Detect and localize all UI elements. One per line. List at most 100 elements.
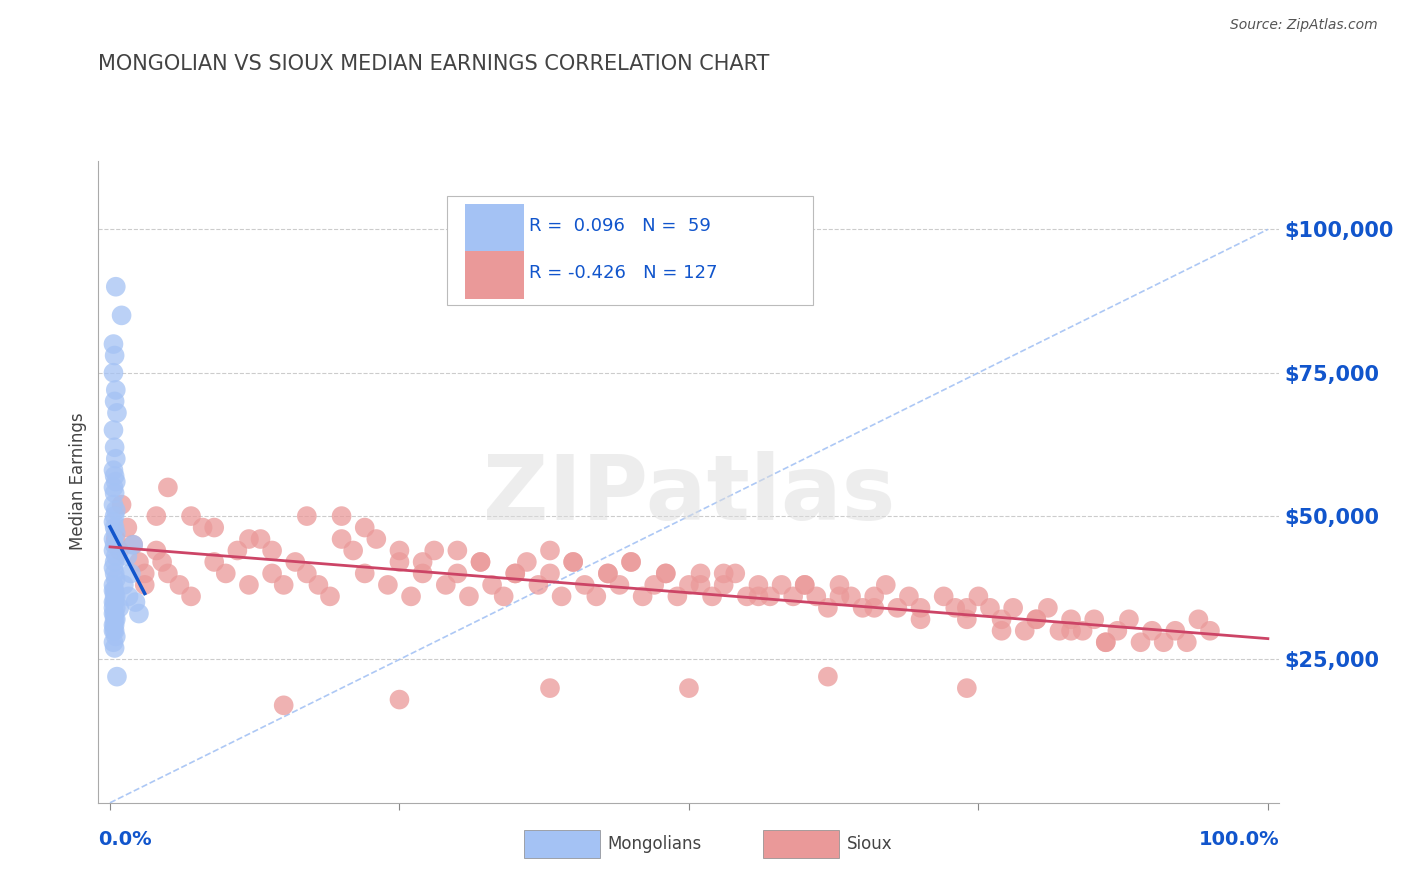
Point [273,578,295,592]
Text: MONGOLIAN VS SIOUX MEDIAN EARNINGS CORRELATION CHART: MONGOLIAN VS SIOUX MEDIAN EARNINGS CORRE… [98,54,770,73]
Point [295,566,318,581]
Point [689,578,711,592]
Point [145,543,167,558]
Point [574,578,596,592]
Text: ZIPatlas: ZIPatlas [482,450,896,539]
Point [503,566,526,581]
FancyBboxPatch shape [464,251,523,299]
Point [134,578,156,592]
Point [562,555,585,569]
Point [103,480,125,494]
Point [470,555,492,569]
Point [134,566,156,581]
Point [319,590,342,604]
Point [104,279,127,293]
Point [666,590,689,604]
Point [1107,624,1129,638]
Point [117,520,139,534]
Point [1175,635,1198,649]
Point [112,578,135,592]
Point [169,578,191,592]
Point [412,566,434,581]
Point [1025,612,1047,626]
Point [458,590,481,604]
Point [678,578,700,592]
Point [910,600,932,615]
Point [527,578,550,592]
Point [330,509,353,524]
Point [122,538,145,552]
Point [631,590,654,604]
Point [156,566,179,581]
Point [104,566,127,581]
Point [103,543,125,558]
Point [550,590,572,604]
Point [103,624,125,638]
Point [103,600,125,615]
Point [1049,624,1071,638]
Point [1071,624,1094,638]
Point [103,583,125,598]
Point [104,549,127,564]
Point [103,607,125,621]
Point [1036,600,1059,615]
Point [110,309,132,323]
Point [103,463,125,477]
Point [990,612,1012,626]
Point [202,555,225,569]
Point [538,543,561,558]
Point [105,670,128,684]
Point [377,578,399,592]
Point [724,566,747,581]
Point [103,560,125,574]
FancyBboxPatch shape [447,196,813,305]
Point [124,595,146,609]
Point [104,555,127,569]
Text: 100.0%: 100.0% [1199,830,1279,848]
Point [434,578,457,592]
FancyBboxPatch shape [464,203,523,252]
Point [238,578,260,592]
Point [104,469,127,483]
Point [103,595,125,609]
Point [643,578,665,592]
Point [735,590,758,604]
Point [104,520,127,534]
Point [713,566,735,581]
Point [806,590,828,604]
Point [103,635,125,649]
Point [122,538,145,552]
Point [1187,612,1209,626]
Point [839,590,862,604]
Point [492,590,515,604]
Point [967,590,990,604]
Point [793,578,815,592]
Point [104,600,127,615]
Point [1083,612,1105,626]
Point [1199,624,1222,638]
Point [897,590,920,604]
Point [503,566,526,581]
Point [104,394,127,409]
Point [103,498,125,512]
Point [262,543,284,558]
Point [191,520,214,534]
Point [399,590,422,604]
Point [446,543,468,558]
Point [215,566,238,581]
Point [1094,635,1116,649]
Point [353,566,375,581]
Point [117,549,139,564]
Point [863,590,886,604]
Point [104,630,127,644]
Point [104,590,127,604]
Point [770,578,793,592]
Point [249,532,271,546]
Point [104,590,127,604]
Text: R = -0.426   N = 127: R = -0.426 N = 127 [530,264,718,282]
Point [388,692,411,706]
Point [388,543,411,558]
Point [103,423,125,437]
Point [128,607,150,621]
Point [596,566,619,581]
